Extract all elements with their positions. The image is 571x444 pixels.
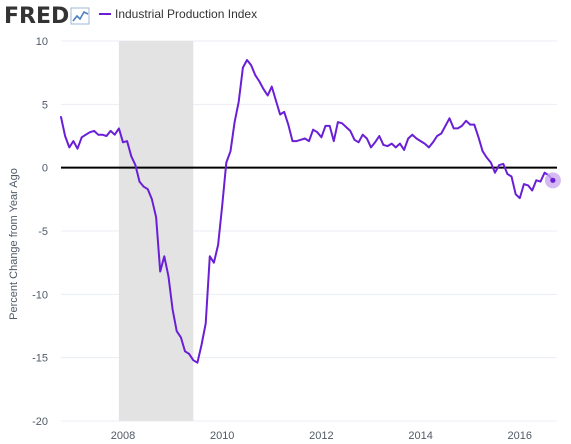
y-tick-label: 0 <box>42 163 48 175</box>
y-tick-label: 10 <box>36 36 48 48</box>
plot-area: 10 5 0 -5 -10 -15 -20 2008 2010 2012 2014 2016 <box>32 36 561 442</box>
x-tick-label: 2014 <box>408 430 432 442</box>
y-tick-label: -15 <box>32 353 48 365</box>
y-tick-label: -5 <box>38 226 48 238</box>
x-tick-label: 2010 <box>210 430 234 442</box>
x-tick-label: 2008 <box>111 430 135 442</box>
fred-logo[interactable]: FRED <box>4 4 90 29</box>
fred-logo-text: FRED <box>4 4 69 29</box>
x-tick-label: 2012 <box>309 430 333 442</box>
fred-logo-chart-icon <box>70 7 90 25</box>
x-tick-label: 2016 <box>508 430 532 442</box>
legend-label: Industrial Production Index <box>115 7 257 21</box>
series-line <box>60 59 554 364</box>
y-tick-label: -10 <box>32 289 48 301</box>
end-point-marker <box>550 177 556 183</box>
y-tick-label: 5 <box>42 99 48 111</box>
y-tick-label: -20 <box>32 416 48 428</box>
y-axis-title: Percent Change from Year Ago <box>8 168 20 320</box>
recession-band <box>118 41 194 421</box>
